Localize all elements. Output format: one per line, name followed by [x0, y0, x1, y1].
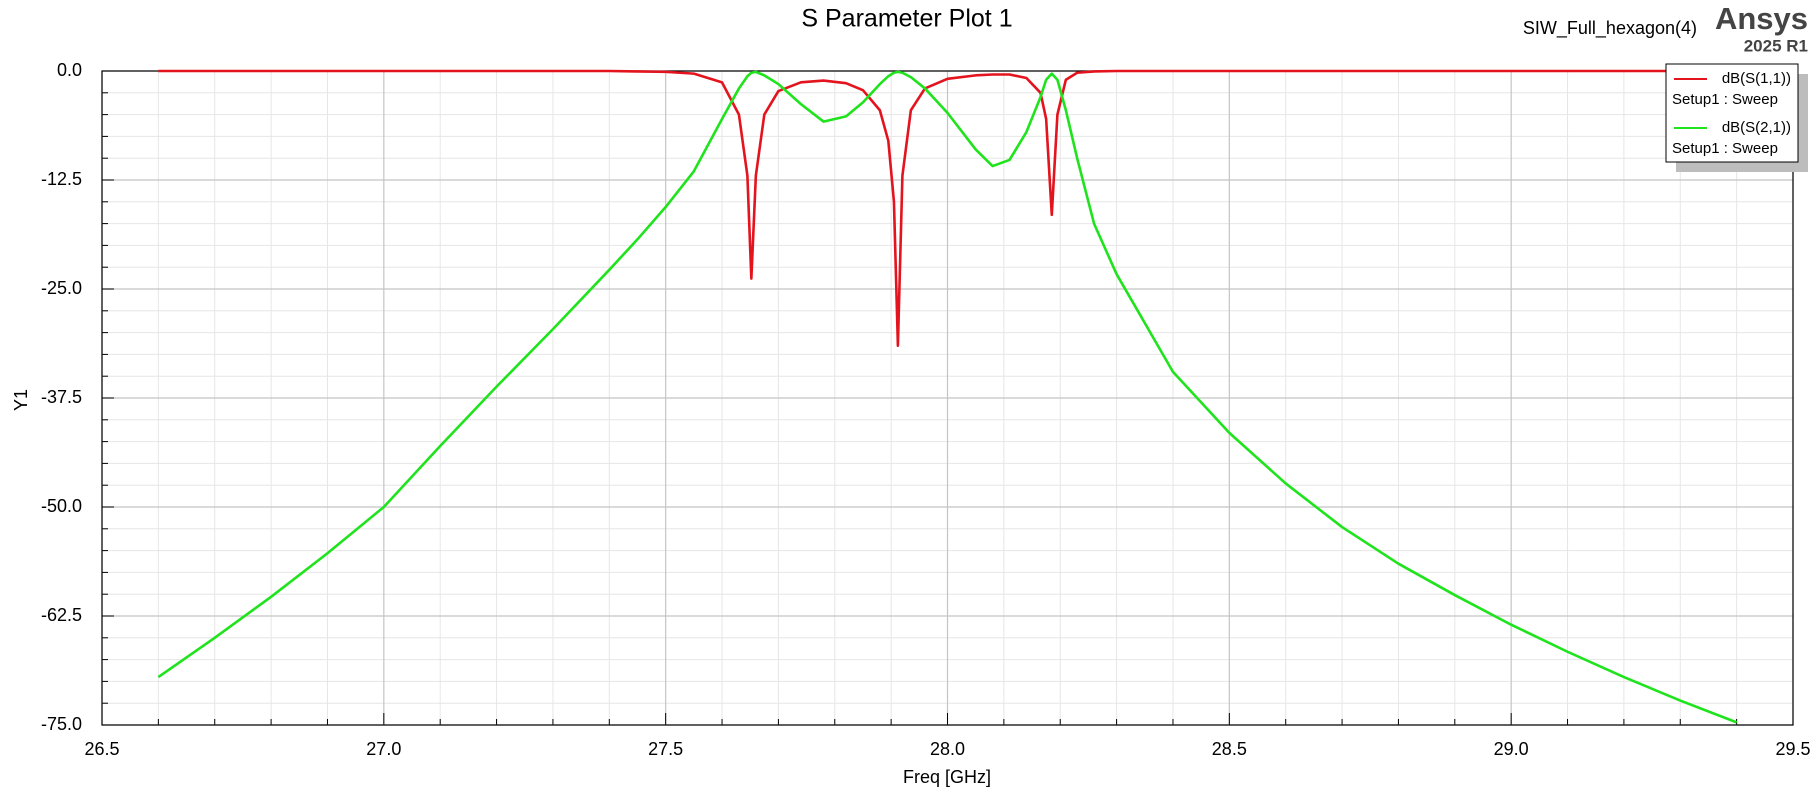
y-tick-label: -12.5 [41, 169, 82, 189]
y-tick-label: 0.0 [57, 60, 82, 80]
series-line [157, 70, 1738, 724]
design-name: SIW_Full_hexagon(4) [1523, 18, 1697, 39]
y-tick-label: -37.5 [41, 387, 82, 407]
x-tick-label: 26.5 [84, 739, 119, 759]
x-tick-label: 28.0 [930, 739, 965, 759]
x-tick-label: 29.5 [1775, 739, 1810, 759]
x-tick-label: 27.0 [366, 739, 401, 759]
plot-frame [101, 70, 1794, 726]
legend-label: dB(S(2,1)) [1722, 119, 1791, 136]
y-tick-label: -25.0 [41, 278, 82, 298]
legend-label: dB(S(1,1)) [1722, 70, 1791, 87]
x-tick-label: 27.5 [648, 739, 683, 759]
legend-setup: Setup1 : Sweep [1672, 91, 1778, 108]
x-tick-label: 28.5 [1212, 739, 1247, 759]
legend [1665, 63, 1799, 163]
y-tick-label: -50.0 [41, 496, 82, 516]
y-axis-label: Y1 [11, 389, 31, 411]
y-tick-label: -75.0 [41, 714, 82, 734]
x-axis-label: Freq [GHz] [903, 767, 991, 787]
series-line [158, 69, 1737, 347]
x-tick-label: 29.0 [1494, 739, 1529, 759]
version: 2025 R1 [1744, 36, 1808, 55]
legend-setup: Setup1 : Sweep [1672, 140, 1778, 157]
chart-title: S Parameter Plot 1 [801, 5, 1012, 33]
brand: Ansys [1715, 1, 1808, 36]
y-tick-label: -62.5 [41, 605, 82, 625]
